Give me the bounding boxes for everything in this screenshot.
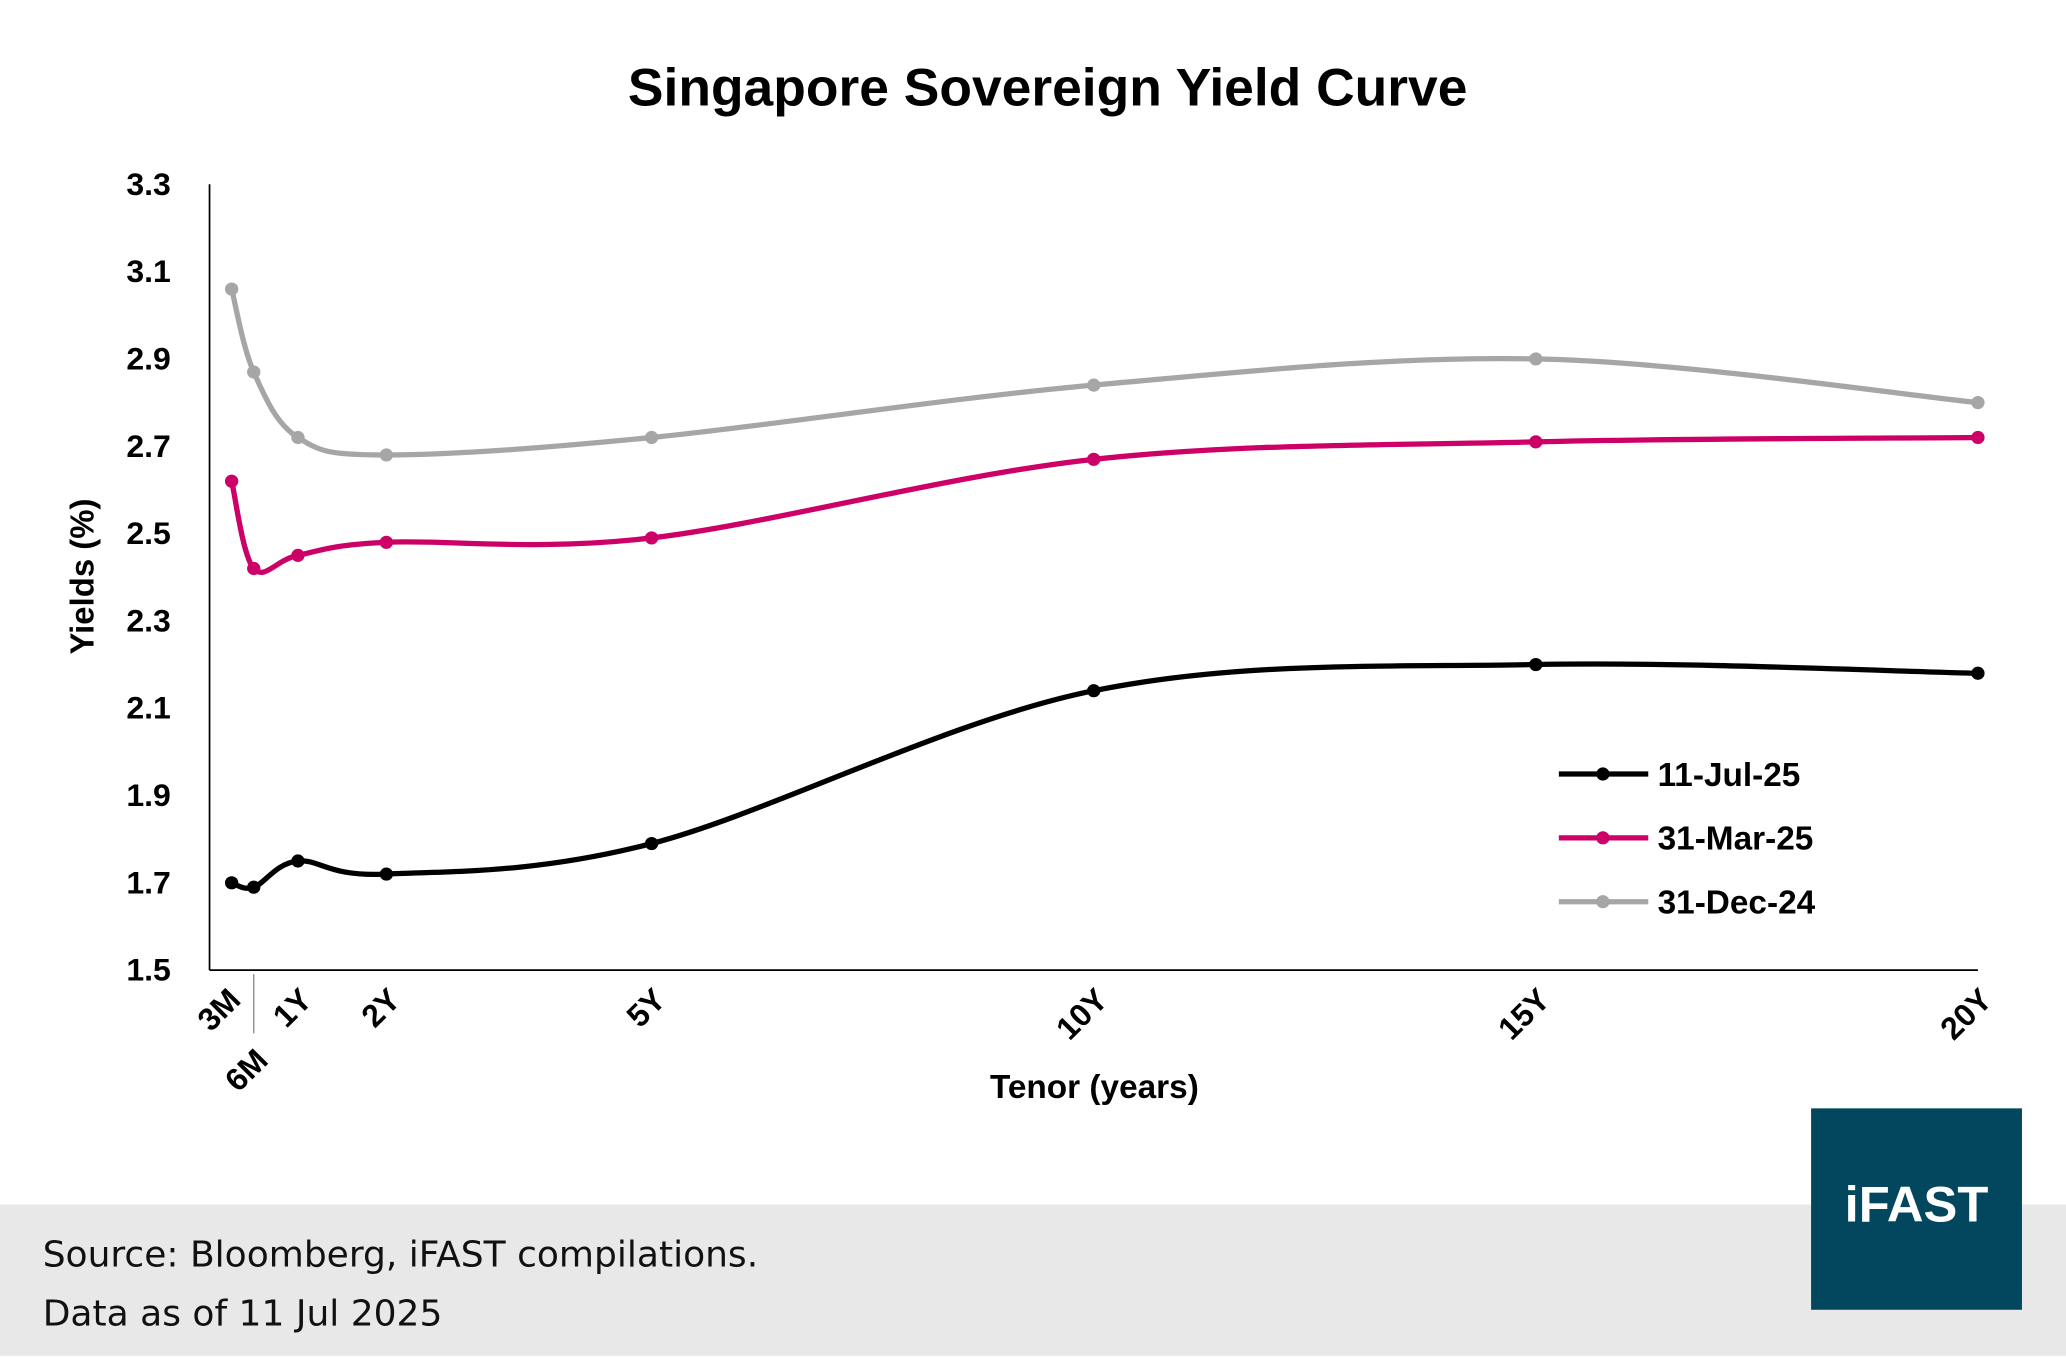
y-tick-label: 3.3: [126, 166, 171, 202]
data-point: [1971, 666, 1985, 680]
data-point: [644, 531, 659, 545]
legend-marker: [1596, 831, 1610, 845]
y-tick-label: 1.5: [126, 952, 171, 988]
data-point: [247, 365, 261, 379]
footer-band: [0, 1204, 2066, 1356]
y-tick-label: 2.9: [126, 341, 171, 377]
y-tick-label: 2.1: [126, 690, 171, 726]
y-tick-label: 2.7: [126, 428, 171, 464]
data-point: [379, 867, 394, 881]
series-group: [224, 282, 1985, 894]
legend-item: 31-Mar-25: [1558, 821, 1814, 858]
data-point: [291, 430, 305, 445]
legend-label: 31-Dec-24: [1658, 885, 1816, 922]
data-point: [1529, 435, 1543, 449]
y-tick-label: 2.3: [126, 603, 171, 639]
data-point: [644, 836, 659, 851]
source-note: Source: Bloomberg, iFAST compilations.: [43, 1235, 758, 1276]
legend-item: 11-Jul-25: [1558, 757, 1801, 794]
series-11-Jul-25: [224, 657, 1985, 894]
data-point: [379, 535, 394, 549]
data-point: [644, 430, 659, 445]
data-point: [291, 548, 305, 562]
legend-marker: [1596, 895, 1610, 909]
legend: 11-Jul-25 31-Mar-25 31-Dec-24: [1558, 757, 1816, 922]
data-point: [247, 561, 261, 576]
data-point: [291, 854, 305, 868]
legend-label: 11-Jul-25: [1658, 757, 1801, 794]
y-tick-label: 1.7: [126, 865, 171, 901]
legend-label: 31-Mar-25: [1658, 821, 1814, 858]
y-tick-label: 2.5: [126, 515, 171, 551]
chart-title: Singapore Sovereign Yield Curve: [628, 59, 1468, 118]
y-tick-label: 3.1: [126, 253, 171, 289]
series-31-Dec-24: [224, 282, 1985, 462]
data-point: [1087, 684, 1101, 698]
ifast-logo-text: iFAST: [1845, 1176, 1989, 1233]
legend-item: 31-Dec-24: [1558, 885, 1816, 922]
data-point: [1087, 452, 1101, 466]
data-point: [1529, 657, 1543, 672]
data-point: [1529, 352, 1543, 366]
data-point: [224, 474, 239, 488]
ifast-logo: [1811, 1108, 2022, 1310]
y-tick-label: 1.9: [126, 777, 171, 813]
data-point: [224, 876, 239, 890]
y-axis-label: Yields (%): [64, 499, 101, 655]
data-point: [1971, 396, 1985, 410]
series-line: [229, 288, 1979, 458]
data-point: [1971, 430, 1985, 445]
data-date-note: Data as of 11 Jul 2025: [43, 1294, 443, 1335]
data-point: [247, 880, 261, 894]
data-point: [1087, 378, 1101, 392]
x-axis-label: Tenor (years): [990, 1069, 1199, 1106]
series-31-Mar-25: [224, 430, 1985, 576]
legend-marker: [1596, 767, 1610, 781]
data-point: [379, 448, 394, 462]
data-point: [224, 282, 239, 296]
